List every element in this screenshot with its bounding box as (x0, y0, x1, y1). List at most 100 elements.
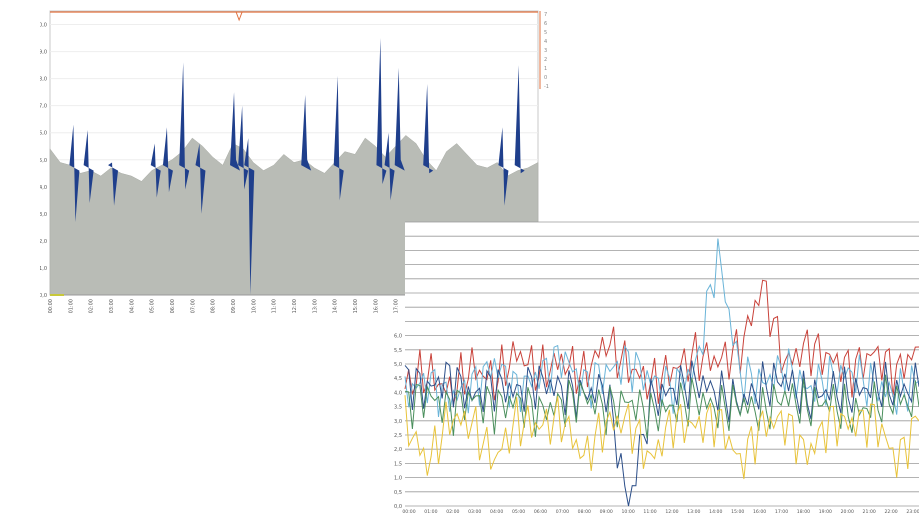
chart-1-spike (108, 162, 119, 206)
chart-1-spike (244, 138, 255, 295)
chart-1-y-tick-label: 4,0 (40, 185, 47, 191)
chart-1-y-tick-label: 7,0 (40, 104, 47, 110)
chart-1-y-tick-label: 9,0 (40, 50, 47, 56)
chart-1-spike (498, 127, 509, 206)
chart-1-x-tick-label: 13:00 (312, 299, 318, 313)
chart-2-x-tick-label: 18:00 (797, 509, 810, 515)
chart-1-x-tick-label: 12:00 (292, 299, 298, 313)
chart-1-spike (230, 92, 241, 171)
chart-1-y-tick-label: 3,0 (40, 212, 47, 218)
chart-2-x-tick-label: 22:00 (884, 509, 897, 515)
chart-2-x-tick-label: 07:00 (556, 509, 569, 515)
chart-1-x-tick-label: 10:00 (251, 299, 257, 313)
chart-2-x-tick-label: 00:00 (402, 509, 415, 515)
chart-2-x-tick-label: 01:00 (424, 509, 437, 515)
chart-1-spike (514, 65, 525, 174)
chart-1-spike (394, 67, 405, 171)
chart-1-right-y-tick-label: 4 (544, 39, 547, 45)
chart-2-series-line (404, 360, 919, 507)
chart-2-x-axis: 00:00 01:00 02:00 03:00 04:00 05:00 06:00 07:00… (402, 509, 919, 515)
chart-1-spike (162, 127, 173, 193)
chart-2-x-tick-label: 20:00 (841, 509, 854, 515)
chart-2-x-tick-label: 17:00 (775, 509, 788, 515)
chart-2-x-tick-label: 11:00 (643, 509, 656, 515)
chart-2-x-tick-label: 10:00 (622, 509, 635, 515)
chart-1-top-line-dip (235, 11, 243, 22)
chart-1-y-tick-label: 5,0 (40, 158, 47, 164)
chart-1-right-y-tick-label: 5 (544, 30, 547, 36)
chart-1-y-tick-label: 10,0 (40, 23, 47, 29)
chart-2-x-tick-label: 04:00 (490, 509, 503, 515)
chart-2-line-series (404, 238, 919, 507)
chart-1-y-tick-label: 1,0 (40, 266, 47, 272)
chart-1-spike (423, 84, 434, 174)
chart-1-x-tick-label: 15:00 (353, 299, 359, 313)
chart-2-y-tick-label: 4,5 (394, 376, 402, 382)
chart-1-right-y-tick-label: 2 (544, 57, 547, 63)
chart-1-x-tick-label: 05:00 (150, 299, 156, 313)
chart-2-y-tick-label: 1,5 (394, 461, 402, 467)
chart-1-right-y-tick-label: -1 (544, 84, 549, 90)
chart-2-x-tick-label: 16:00 (753, 509, 766, 515)
chart-1-x-tick-label: 06:00 (170, 299, 176, 313)
chart-1-right-y-tick-label: 1 (544, 66, 547, 72)
chart-1-y-tick-label: 6,0 (40, 131, 47, 137)
chart-1-x-tick-label: 00:00 (48, 299, 54, 313)
chart-2-y-axis: 0,0 0,5 1,0 1,5 2,0 2,5 3,0 3,5 4,0 4,5 5,0 5,5 6,0 (394, 334, 402, 510)
chart-1-x-tick-label: 11:00 (272, 299, 278, 313)
chart-1-spike (150, 143, 161, 198)
chart-1-x-tick-label: 01:00 (68, 299, 74, 313)
chart-2-x-tick-label: 19:00 (819, 509, 832, 515)
chart-1: 0,0 1,0 2,0 3,0 4,0 5,0 6,0 7,0 8,0 9,0 10,0 7 6 5 4 3… (40, 10, 549, 313)
chart-2-x-tick-label: 06:00 (534, 509, 547, 515)
chart-2-y-tick-label: 0,5 (394, 490, 402, 496)
chart-1-x-tick-label: 07:00 (190, 299, 196, 313)
chart-1-spike (179, 62, 190, 190)
chart-1-x-tick-label: 14:00 (333, 299, 339, 313)
chart-2-y-tick-label: 2,0 (394, 447, 402, 453)
chart-2-y-tick-label: 5,5 (394, 348, 402, 354)
chart-1-y-tick-label: 0,0 (40, 293, 47, 299)
chart-1-spike (384, 132, 395, 201)
chart-2-y-tick-label: 5,0 (394, 362, 402, 368)
chart-1-y-axis: 0,0 1,0 2,0 3,0 4,0 5,0 6,0 7,0 8,0 9,0 10,0 (40, 23, 47, 299)
chart-1-spike (333, 75, 344, 201)
chart-1-x-tick-label: 08:00 (211, 299, 217, 313)
chart-2-series-line (404, 279, 919, 405)
chart-2-y-tick-label: 6,0 (394, 334, 402, 340)
chart-2-y-tick-label: 4,0 (394, 390, 402, 396)
chart-2-x-tick-label: 23:00 (906, 509, 919, 515)
chart-2-x-tick-label: 05:00 (512, 509, 525, 515)
chart-2-series-line (404, 395, 919, 480)
chart-1-spike (195, 143, 206, 214)
chart-2-x-tick-label: 02:00 (446, 509, 459, 515)
chart-1-right-y-tick-label: 7 (544, 12, 547, 18)
chart-1-right-y-tick-label: 6 (544, 21, 547, 27)
chart-1-y-tick-label: 8,0 (40, 77, 47, 83)
chart-1-right-y-tick-label: 0 (544, 75, 547, 81)
chart-2-x-tick-label: 14:00 (709, 509, 722, 515)
chart-1-x-tick-label: 03:00 (109, 299, 115, 313)
chart-1-spike (83, 130, 94, 204)
chart-1-spike (376, 38, 387, 185)
chart-2-y-tick-label: 3,0 (394, 419, 402, 425)
chart-2: 0,00,51,01,52,02,53,03,54,04,55,05,56,0 … (394, 221, 919, 515)
chart-1-right-y-axis: 7 6 5 4 3 2 1 0 -1 (539, 11, 549, 90)
chart-2-x-tick-label: 15:00 (731, 509, 744, 515)
chart-2-y-tick-label: 3,5 (394, 405, 402, 411)
chart-1-spike-series (69, 38, 525, 295)
chart-2-y-tick-label: 2,5 (394, 433, 402, 439)
chart-1-y-tick-label: 2,0 (40, 239, 47, 245)
chart-2-x-tick-label: 12:00 (665, 509, 678, 515)
chart-2-y-tick-label: 0,0 (394, 504, 402, 510)
chart-1-spike (238, 105, 249, 190)
chart-1-x-tick-label: 02:00 (89, 299, 95, 313)
chart-1-x-tick-label: 16:00 (373, 299, 379, 313)
chart-2-x-tick-label: 03:00 (468, 509, 481, 515)
chart-2-series-line (404, 374, 919, 439)
chart-1-spike (301, 94, 312, 171)
chart-1-x-tick-label: 09:00 (231, 299, 237, 313)
chart-2-x-tick-label: 13:00 (687, 509, 700, 515)
chart-1-spike (69, 124, 80, 222)
chart-2-x-tick-label: 21:00 (863, 509, 876, 515)
